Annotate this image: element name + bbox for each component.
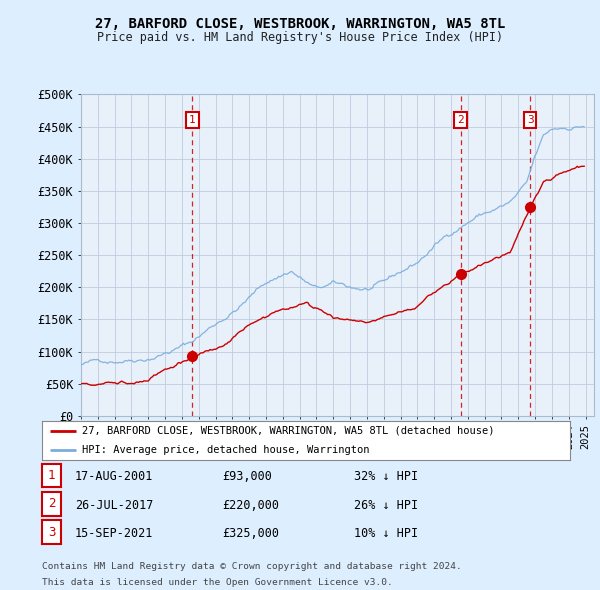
Text: 2: 2 <box>457 115 464 125</box>
Text: 27, BARFORD CLOSE, WESTBROOK, WARRINGTON, WA5 8TL (detached house): 27, BARFORD CLOSE, WESTBROOK, WARRINGTON… <box>82 426 494 436</box>
Text: 32% ↓ HPI: 32% ↓ HPI <box>354 470 418 483</box>
Text: Price paid vs. HM Land Registry's House Price Index (HPI): Price paid vs. HM Land Registry's House … <box>97 31 503 44</box>
Text: £93,000: £93,000 <box>222 470 272 483</box>
Text: 26% ↓ HPI: 26% ↓ HPI <box>354 499 418 512</box>
Text: 1: 1 <box>48 469 55 482</box>
Text: 2: 2 <box>48 497 55 510</box>
Text: 3: 3 <box>527 115 533 125</box>
Text: 26-JUL-2017: 26-JUL-2017 <box>75 499 154 512</box>
Text: £325,000: £325,000 <box>222 527 279 540</box>
Text: 1: 1 <box>189 115 196 125</box>
Text: 17-AUG-2001: 17-AUG-2001 <box>75 470 154 483</box>
Text: 10% ↓ HPI: 10% ↓ HPI <box>354 527 418 540</box>
Text: Contains HM Land Registry data © Crown copyright and database right 2024.: Contains HM Land Registry data © Crown c… <box>42 562 462 571</box>
Text: 3: 3 <box>48 526 55 539</box>
Text: This data is licensed under the Open Government Licence v3.0.: This data is licensed under the Open Gov… <box>42 578 393 587</box>
Text: 27, BARFORD CLOSE, WESTBROOK, WARRINGTON, WA5 8TL: 27, BARFORD CLOSE, WESTBROOK, WARRINGTON… <box>95 17 505 31</box>
Text: £220,000: £220,000 <box>222 499 279 512</box>
Text: 15-SEP-2021: 15-SEP-2021 <box>75 527 154 540</box>
Text: HPI: Average price, detached house, Warrington: HPI: Average price, detached house, Warr… <box>82 445 369 455</box>
